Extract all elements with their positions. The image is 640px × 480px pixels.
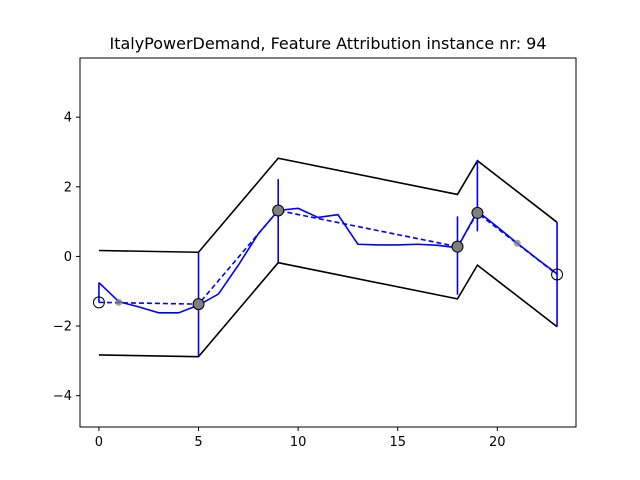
axes-frame xyxy=(79,57,577,428)
y-tick-label: −4 xyxy=(53,389,72,404)
x-tick-label: 10 xyxy=(290,435,307,450)
y-tick-label: 2 xyxy=(64,180,72,195)
small-marker-1 xyxy=(513,239,521,247)
y-tick-label: 4 xyxy=(64,111,72,126)
envelope-lower-line xyxy=(98,261,558,358)
y-tick-label: −2 xyxy=(53,320,72,335)
x-tick-label: 20 xyxy=(489,435,506,450)
point-marker-1 xyxy=(192,298,205,311)
point-marker-4 xyxy=(471,206,484,219)
x-tick-label: 15 xyxy=(389,435,406,450)
plot-area xyxy=(92,157,564,358)
series-line-solid xyxy=(98,207,558,314)
point-marker-3 xyxy=(451,240,464,253)
chart-title: ItalyPowerDemand, Feature Attribution in… xyxy=(109,34,546,53)
point-marker-0 xyxy=(92,296,105,309)
axis-ticks: 0 5 10 15 20 −4 −2 0 2 4 xyxy=(53,111,506,450)
x-tick-label: 0 xyxy=(95,435,103,450)
point-marker-2 xyxy=(272,204,285,217)
point-marker-5 xyxy=(551,268,564,281)
plot-content xyxy=(92,157,564,358)
small-marker-0 xyxy=(115,298,123,306)
x-tick-label: 5 xyxy=(194,435,202,450)
series-line-dashed xyxy=(98,209,558,305)
y-tick-label: 0 xyxy=(64,250,72,265)
envelope-upper-line xyxy=(98,157,558,254)
